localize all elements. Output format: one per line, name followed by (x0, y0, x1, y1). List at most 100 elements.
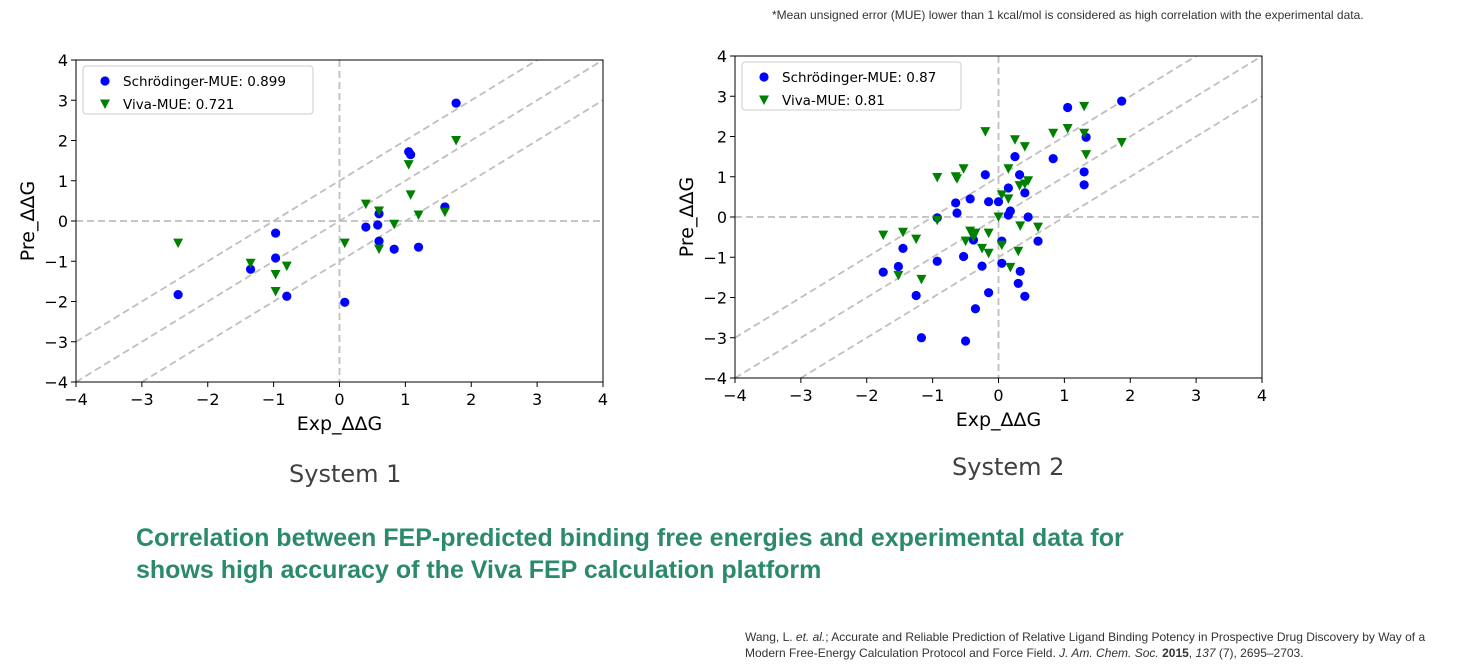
data-point-viva (339, 238, 350, 249)
data-point-viva (360, 199, 371, 210)
data-point-viva (374, 244, 385, 255)
y-tick-label: −4 (44, 373, 68, 392)
x-tick-label: 3 (1191, 386, 1201, 405)
data-point-schrodinger (898, 243, 908, 253)
y-tick-label: −2 (44, 293, 68, 312)
x-tick-label: −1 (262, 390, 286, 409)
y-tick-label: −1 (703, 248, 727, 267)
data-point-schrodinger (1023, 212, 1033, 222)
x-tick-label: −2 (196, 390, 220, 409)
data-point-schrodinger (173, 290, 183, 300)
data-point-schrodinger (878, 267, 888, 277)
data-point-schrodinger (245, 264, 256, 274)
data-point-viva (1015, 221, 1026, 231)
data-point-schrodinger (997, 258, 1007, 268)
data-point-schrodinger (980, 170, 990, 180)
data-point-schrodinger (282, 291, 292, 301)
data-point-viva (878, 230, 889, 241)
data-point-schrodinger (1063, 102, 1073, 113)
legend-label: Viva-MUE: 0.721 (123, 97, 234, 113)
data-point-viva (1003, 164, 1014, 174)
x-tick-label: 2 (1125, 386, 1135, 405)
legend-box (741, 61, 962, 111)
data-point-viva (173, 238, 184, 249)
reference-journal: J. Am. Chem. Soc. (1059, 646, 1159, 660)
x-tick-label: −4 (64, 390, 88, 409)
y-tick-label: −4 (703, 369, 727, 388)
legend-marker-schrodinger (759, 72, 769, 82)
legend-marker-viva (100, 99, 110, 109)
data-point-schrodinger (993, 197, 1004, 207)
data-point-viva (1009, 135, 1020, 145)
data-point-schrodinger (932, 256, 942, 266)
y-tick-label: −3 (44, 333, 68, 352)
data-point-viva (403, 160, 414, 170)
x-tick-label: −2 (855, 386, 879, 405)
data-point-schrodinger (893, 261, 903, 272)
x-tick-label: 0 (993, 386, 1003, 405)
x-tick-label: 4 (1257, 386, 1267, 405)
y-tick-label: 0 (717, 208, 727, 227)
y-tick-label: 2 (58, 132, 68, 151)
data-point-viva (281, 261, 292, 272)
x-tick-label: 2 (466, 390, 476, 409)
reference-authors: Wang, L. (745, 630, 796, 644)
footnote: *Mean unsigned error (MUE) lower than 1 … (772, 8, 1364, 22)
data-point-schrodinger (984, 288, 994, 298)
data-point-viva (1013, 246, 1024, 257)
data-point-viva (983, 228, 994, 239)
data-point-viva (960, 236, 971, 247)
x-tick-label: 0 (334, 390, 344, 409)
headline-line-2: shows high accuracy of the Viva FEP calc… (136, 556, 822, 584)
data-point-viva (1079, 128, 1090, 139)
x-axis-label: Exp_ΔΔG (297, 413, 383, 435)
data-point-schrodinger (1079, 180, 1089, 190)
data-point-viva (405, 190, 416, 200)
data-point-viva (916, 274, 927, 285)
data-point-viva (897, 227, 908, 238)
data-point-schrodinger (271, 228, 281, 238)
data-point-schrodinger (451, 98, 461, 108)
data-point-viva (980, 127, 991, 137)
data-point-viva (374, 206, 385, 216)
data-point-viva (451, 136, 462, 146)
data-point-schrodinger (413, 242, 424, 252)
data-point-schrodinger (1010, 152, 1020, 162)
data-point-viva (1033, 222, 1044, 233)
legend-marker-schrodinger (100, 76, 110, 86)
data-point-viva (911, 234, 922, 245)
data-point-viva (1079, 101, 1090, 112)
chart-caption-system-2: System 2 (952, 453, 1065, 481)
y-tick-label: 3 (58, 91, 68, 110)
x-tick-label: 3 (532, 390, 542, 409)
data-point-schrodinger (1015, 266, 1025, 276)
data-point-viva (1005, 262, 1016, 273)
data-point-schrodinger (1014, 170, 1025, 180)
y-tick-label: 3 (717, 87, 727, 106)
data-point-schrodinger (1013, 278, 1023, 289)
scatter-chart-system-2: −4 −3 −2 −1 0 1 2 3 4 −4 −3 −2 −1 0 1 2 3 4 Exp_ΔΔG Pre_ΔΔG… (676, 47, 1267, 431)
data-point-viva (932, 173, 943, 183)
data-point-schrodinger (340, 297, 350, 307)
y-tick-label: −3 (703, 329, 727, 348)
reference-citation: Wang, L. et. al.; Accurate and Reliable … (745, 630, 1426, 660)
legend-marker-viva (759, 95, 769, 105)
data-point-schrodinger (960, 336, 971, 346)
scatter-chart-system-1: −4 −3 −2 −1 0 1 2 3 4 −4 −3 −2 −1 0 1 2 3 4 Exp_ΔΔG Pre_ΔΔG… (17, 51, 608, 435)
y-axis-label: Pre_ΔΔG (676, 177, 698, 257)
data-point-viva (439, 207, 450, 218)
data-point-viva (1019, 142, 1030, 152)
data-point-schrodinger (951, 198, 961, 208)
x-tick-label: −3 (130, 390, 154, 409)
data-point-viva (932, 215, 943, 226)
data-point-schrodinger (1020, 188, 1030, 198)
data-point-viva (958, 164, 969, 174)
data-point-schrodinger (389, 244, 399, 254)
data-point-schrodinger (977, 261, 987, 271)
legend-label: Schrödinger-MUE: 0.87 (782, 70, 936, 86)
data-point-viva (270, 270, 281, 280)
data-point-viva (1048, 128, 1059, 139)
data-point-viva (245, 258, 256, 269)
y-tick-label: 1 (717, 168, 727, 187)
data-point-schrodinger (952, 208, 962, 218)
